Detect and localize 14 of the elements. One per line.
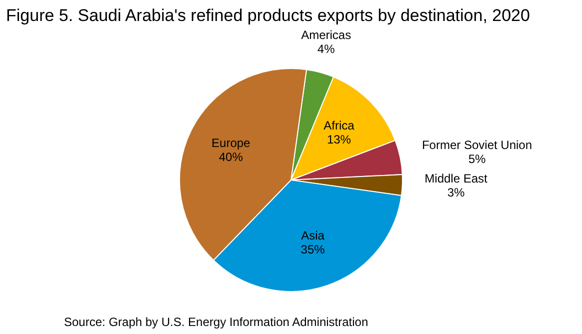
data-label: 3% — [447, 185, 466, 200]
slice-label: Africa — [324, 118, 355, 133]
data-label: 35% — [300, 242, 326, 257]
data-label: 5% — [468, 152, 486, 166]
slice-label: Asia — [301, 228, 325, 243]
slice-label: Americas — [301, 28, 352, 42]
slice-label: Europe — [212, 136, 251, 150]
slice-label: Former Soviet Union — [422, 138, 532, 152]
chart-title: Figure 5. Saudi Arabia's refined products exports by destination, 2020 — [6, 6, 530, 26]
source-note: Source: Graph by U.S. Energy Information Administration — [64, 315, 368, 329]
data-label: 13% — [326, 132, 352, 147]
data-label: 40% — [218, 150, 244, 164]
slice-label: Middle East — [424, 171, 488, 186]
data-label: 4% — [317, 42, 336, 56]
